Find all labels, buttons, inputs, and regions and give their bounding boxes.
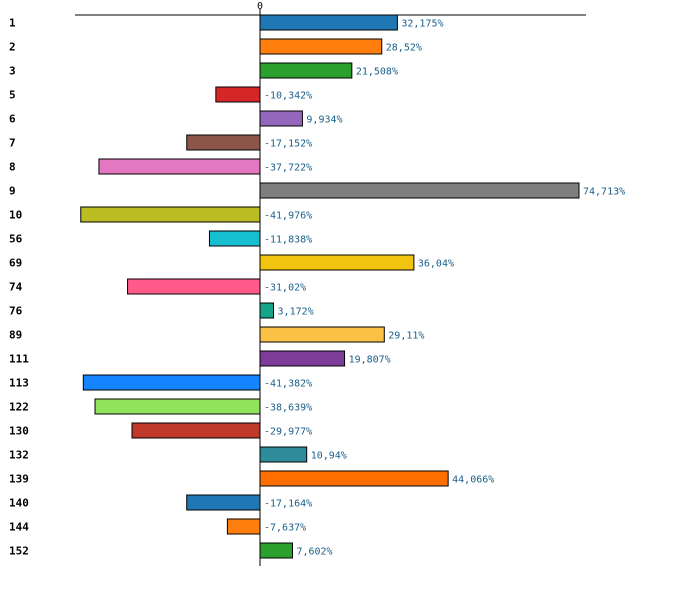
value-label: -17,164% xyxy=(264,499,312,510)
category-label: 152 xyxy=(9,545,29,558)
value-label: -31,02% xyxy=(264,283,306,294)
category-label: 113 xyxy=(9,377,29,390)
value-label: -7,637% xyxy=(264,523,306,534)
bar xyxy=(259,14,398,31)
value-label: -10,342% xyxy=(264,91,312,102)
category-label: 122 xyxy=(9,401,29,414)
category-label: 1 xyxy=(9,17,16,30)
bar xyxy=(82,374,261,391)
value-label: 28,52% xyxy=(386,43,422,54)
value-label: -41,976% xyxy=(264,211,312,222)
category-label: 2 xyxy=(9,41,16,54)
category-label: 74 xyxy=(9,281,23,294)
bar xyxy=(186,134,261,151)
category-label: 5 xyxy=(9,89,16,102)
category-label: 8 xyxy=(9,161,16,174)
value-label: 19,807% xyxy=(349,355,391,366)
category-label: 132 xyxy=(9,449,29,462)
category-label: 7 xyxy=(9,137,16,150)
bar xyxy=(259,326,385,343)
category-label: 6 xyxy=(9,113,16,126)
value-label: 10,94% xyxy=(311,451,347,462)
category-label: 144 xyxy=(9,521,29,534)
bar xyxy=(259,350,346,367)
category-label: 56 xyxy=(9,233,23,246)
value-label: -37,722% xyxy=(264,163,312,174)
value-label: -11,838% xyxy=(264,235,312,246)
category-label: 89 xyxy=(9,329,22,342)
bar xyxy=(259,38,383,55)
category-label: 3 xyxy=(9,65,16,78)
bar xyxy=(94,398,261,415)
bar xyxy=(186,494,261,511)
bar xyxy=(131,422,261,439)
bar xyxy=(259,254,415,271)
category-label: 139 xyxy=(9,473,29,486)
category-label: 130 xyxy=(9,425,29,438)
value-label: 9,934% xyxy=(306,115,342,126)
bar xyxy=(259,446,308,463)
category-label: 69 xyxy=(9,257,22,270)
category-label: 140 xyxy=(9,497,29,510)
bar xyxy=(80,206,261,223)
value-label: 44,066% xyxy=(452,475,494,486)
bar xyxy=(226,518,261,535)
bar xyxy=(259,62,353,79)
value-label: -29,977% xyxy=(264,427,312,438)
zero-tick-label: 0 xyxy=(257,1,263,12)
value-label: 21,508% xyxy=(356,67,398,78)
value-label: 74,713% xyxy=(583,187,625,198)
value-label: 7,602% xyxy=(296,547,332,558)
value-label: 32,175% xyxy=(401,19,443,30)
bar xyxy=(259,110,303,127)
bar xyxy=(215,86,261,103)
bar xyxy=(259,470,449,487)
value-label: -41,382% xyxy=(264,379,312,390)
value-label: 36,04% xyxy=(418,259,454,270)
value-label: 3,172% xyxy=(278,307,314,318)
bar xyxy=(259,542,293,559)
category-label: 111 xyxy=(9,353,29,366)
value-label: 29,11% xyxy=(388,331,424,342)
value-label: -38,639% xyxy=(264,403,312,414)
value-label: -17,152% xyxy=(264,139,312,150)
category-label: 10 xyxy=(9,209,22,222)
bar xyxy=(208,230,261,247)
category-label: 9 xyxy=(9,185,16,198)
bar xyxy=(259,182,580,199)
bar xyxy=(259,302,275,319)
category-label: 76 xyxy=(9,305,23,318)
bar xyxy=(127,278,261,295)
bar xyxy=(98,158,261,175)
